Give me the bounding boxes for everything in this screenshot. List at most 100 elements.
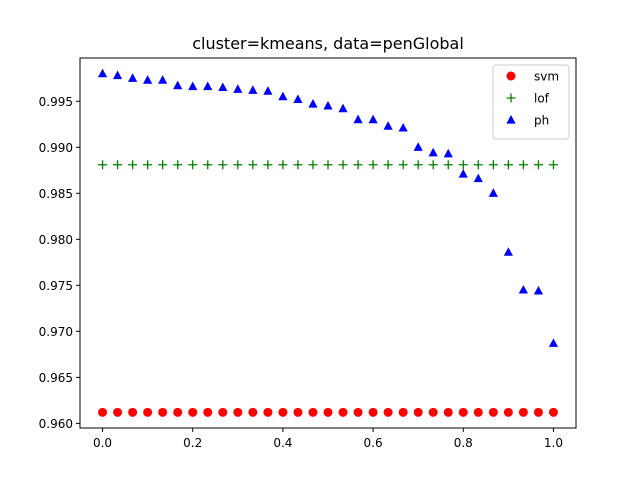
- y-tick-label: 0.975: [39, 279, 73, 293]
- svm-point: [428, 407, 438, 417]
- lof-point: [383, 160, 393, 170]
- lof-point: [278, 160, 288, 170]
- ph-point: [203, 81, 213, 91]
- legend: svm lof ph: [492, 64, 570, 140]
- lof-point: [98, 160, 108, 170]
- ph-point: [368, 114, 378, 124]
- svm-point: [203, 407, 213, 417]
- ph-point: [338, 103, 348, 113]
- legend-marker-ph: [506, 115, 516, 124]
- y-tick-label: 0.990: [39, 141, 73, 155]
- ph-point: [548, 338, 559, 347]
- ph-point: [488, 188, 498, 197]
- ph-point: [158, 75, 168, 84]
- y-tick-label: 0.980: [39, 233, 73, 247]
- svm-point: [368, 407, 378, 417]
- ph-point: [323, 100, 333, 110]
- ph-point: [278, 91, 288, 101]
- svm-point: [278, 407, 288, 417]
- lof-point: [128, 160, 138, 170]
- legend-marker-svm: [506, 71, 516, 81]
- lof-point: [443, 160, 453, 170]
- svm-point: [98, 407, 108, 417]
- svm-point: [128, 407, 138, 417]
- lof-point: [203, 160, 213, 170]
- svm-point: [338, 407, 348, 417]
- lof-point: [173, 160, 183, 170]
- ph-point: [112, 70, 123, 80]
- lof-point: [338, 160, 348, 170]
- lof-point: [503, 160, 513, 170]
- ph-point: [413, 142, 423, 151]
- x-tick-label: 1.0: [544, 436, 563, 450]
- y-tick-label: 0.995: [39, 95, 73, 109]
- svm-point: [143, 407, 153, 417]
- svm-point: [173, 407, 183, 417]
- ph-point: [533, 285, 544, 295]
- svm-point: [398, 407, 408, 417]
- lof-point: [413, 160, 423, 170]
- svm-point: [473, 407, 483, 417]
- ph-point: [143, 75, 153, 84]
- legend-label-lof: lof: [534, 92, 550, 106]
- lof-point: [113, 160, 123, 170]
- ph-point: [458, 168, 468, 178]
- chart-title: cluster=kmeans, data=penGlobal: [192, 34, 464, 53]
- svm-point: [113, 407, 123, 417]
- lof-point: [488, 160, 498, 170]
- svm-point: [308, 407, 318, 417]
- ph-point: [383, 121, 393, 130]
- lof-point: [533, 160, 543, 170]
- ph-point: [218, 82, 228, 92]
- lof-point: [293, 160, 303, 170]
- lof-point: [263, 160, 273, 170]
- lof-point: [353, 160, 363, 170]
- lof-point: [143, 160, 153, 170]
- x-tick-label: 0.8: [454, 436, 473, 450]
- svm-point: [413, 407, 423, 417]
- svm-point: [248, 407, 258, 417]
- lof-point: [158, 160, 168, 170]
- svm-point: [503, 407, 513, 417]
- ph-point: [428, 147, 438, 157]
- svm-point: [353, 407, 363, 417]
- lof-point: [248, 160, 258, 170]
- lof-point: [428, 160, 438, 170]
- ph-point: [263, 86, 273, 95]
- ph-point: [233, 84, 243, 93]
- ph-point: [308, 99, 318, 108]
- lof-point: [398, 160, 408, 170]
- lof-point: [473, 160, 483, 170]
- svm-point: [218, 407, 228, 417]
- svm-point: [233, 407, 243, 417]
- svm-point: [263, 407, 273, 417]
- ph-point: [173, 80, 183, 90]
- svm-point: [443, 407, 453, 417]
- svm-point: [488, 407, 498, 417]
- x-tick-label: 0.4: [273, 436, 292, 450]
- x-tick-label: 0.2: [183, 436, 202, 450]
- ph-point: [97, 68, 108, 78]
- lof-point: [548, 160, 558, 170]
- y-tick-label: 0.960: [39, 417, 73, 431]
- svm-point: [458, 407, 468, 417]
- svm-point: [293, 407, 303, 417]
- svm-point: [518, 407, 528, 417]
- ph-point: [443, 148, 453, 158]
- y-tick-label: 0.965: [39, 371, 73, 385]
- ph-point: [128, 73, 138, 82]
- series-svm: [98, 407, 558, 417]
- y-axis: 0.960 0.965 0.970 0.975 0.980 0.985 0.990 0.995: [39, 95, 80, 431]
- ph-point: [473, 173, 483, 183]
- lof-point: [233, 160, 243, 170]
- x-tick-label: 0.6: [364, 436, 383, 450]
- lof-point: [368, 160, 378, 170]
- legend-label-svm: svm: [534, 70, 559, 84]
- y-tick-label: 0.970: [39, 325, 73, 339]
- svm-point: [548, 407, 558, 417]
- ph-point: [188, 81, 198, 91]
- svm-point: [533, 407, 543, 417]
- lof-point: [188, 160, 198, 170]
- legend-marker-lof: [506, 93, 516, 103]
